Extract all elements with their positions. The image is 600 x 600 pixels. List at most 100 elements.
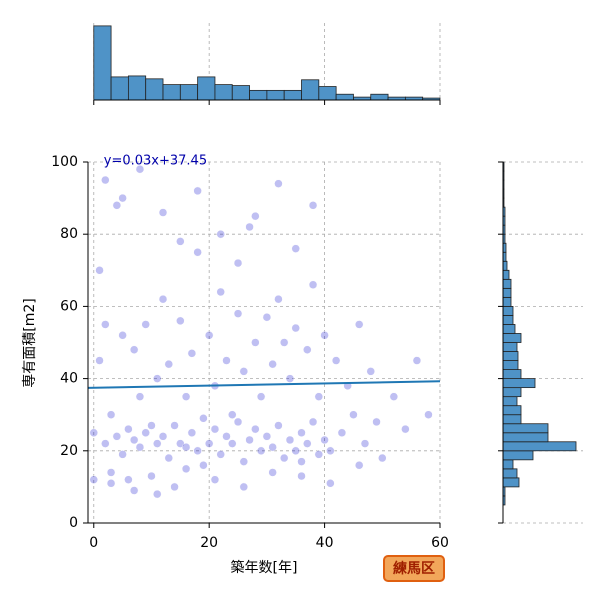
histogram-bar xyxy=(502,342,518,352)
histogram-bar xyxy=(502,360,519,370)
scatter-point xyxy=(158,208,168,217)
scatter-point xyxy=(297,471,306,481)
scatter-point xyxy=(228,410,237,419)
scatter-point xyxy=(308,417,318,427)
scatter-point xyxy=(245,435,254,445)
scatter-point xyxy=(164,453,174,463)
scatter-point xyxy=(193,446,202,456)
scatter-point xyxy=(199,460,208,470)
scatter-point xyxy=(256,392,266,401)
scatter-point xyxy=(216,450,225,459)
scatter-point xyxy=(141,428,150,437)
scatter-point xyxy=(360,439,370,448)
scatter-point xyxy=(181,392,191,401)
scatter-point xyxy=(135,442,145,452)
scatter-point xyxy=(291,323,300,333)
histogram-bar xyxy=(502,378,536,389)
scatter-point xyxy=(268,442,277,452)
x-tick-label: 20 xyxy=(200,535,218,551)
scatter-point xyxy=(251,211,260,221)
scatter-point xyxy=(354,320,364,329)
scatter-point xyxy=(239,367,249,376)
scatter-point xyxy=(199,414,208,423)
histogram-bar xyxy=(214,84,233,101)
scatter-point xyxy=(279,453,289,463)
scatter-point xyxy=(204,439,214,448)
scatter-point xyxy=(366,367,376,376)
histogram-bar xyxy=(370,93,389,101)
histogram-bar xyxy=(502,432,549,443)
scatter-point xyxy=(193,186,202,196)
scatter-point xyxy=(187,428,197,437)
scatter-point xyxy=(216,287,225,297)
scatter-point xyxy=(297,428,306,437)
scatter-point xyxy=(233,309,243,318)
scatter-point xyxy=(378,453,387,463)
scatter-point xyxy=(187,349,197,358)
scatter-point xyxy=(291,446,300,456)
scatter-point xyxy=(147,471,156,481)
scatter-point xyxy=(222,356,231,365)
regression-line xyxy=(87,380,441,389)
scatter-point xyxy=(349,410,358,419)
histogram-bar xyxy=(335,93,354,101)
scatter-point xyxy=(256,446,266,456)
histogram-bar xyxy=(502,423,549,434)
histogram-bar xyxy=(502,351,519,361)
histogram-bar xyxy=(231,85,250,101)
annotation: 練馬区 xyxy=(393,560,435,577)
scatter-point xyxy=(95,356,104,365)
scatter-point xyxy=(176,316,185,326)
scatter-point xyxy=(101,439,110,448)
scatter-point xyxy=(285,374,295,383)
scatter-point xyxy=(181,464,191,474)
scatter-point xyxy=(152,439,162,448)
histogram-bar xyxy=(502,387,522,398)
scatter-point xyxy=(170,482,179,492)
scatter-point xyxy=(251,338,260,347)
histogram-bar xyxy=(318,86,337,101)
y-tick-label: 40 xyxy=(60,371,78,387)
scatter-point xyxy=(228,439,237,448)
scatter-point xyxy=(303,439,312,448)
scatter-point xyxy=(152,374,162,383)
histogram-bar xyxy=(502,405,522,416)
scatter-point xyxy=(326,479,335,488)
scatter-point xyxy=(118,193,127,203)
y-tick-label: 20 xyxy=(60,443,78,459)
scatter-point xyxy=(274,421,283,430)
scatter-point xyxy=(279,338,289,347)
scatter-point xyxy=(101,320,110,329)
scatter-point xyxy=(176,237,185,246)
scatter-point xyxy=(152,489,162,499)
histogram-bar xyxy=(283,89,302,101)
histogram-bar xyxy=(502,296,512,307)
scatter-point xyxy=(320,331,329,340)
scatter-point xyxy=(124,475,133,484)
histogram-bar xyxy=(145,78,164,101)
scatter-point xyxy=(285,435,295,445)
histogram-bar xyxy=(502,414,522,425)
y-tick-label: 100 xyxy=(51,154,78,170)
histogram-bar xyxy=(502,278,512,289)
scatter-point xyxy=(262,312,272,322)
y-tick-label: 80 xyxy=(60,226,78,242)
histogram-bar xyxy=(110,76,129,101)
x-axis-label: 築年数[年] xyxy=(231,560,298,576)
scatter-point xyxy=(89,428,99,437)
scatter-point xyxy=(135,164,145,174)
scatter-point xyxy=(268,468,277,477)
scatter-point xyxy=(274,294,283,304)
scatter-point xyxy=(135,392,145,401)
histogram-bar xyxy=(127,75,147,101)
scatter-point xyxy=(424,410,433,419)
histogram-bar xyxy=(502,324,516,334)
scatter-point xyxy=(106,468,116,477)
scatter-point xyxy=(233,258,243,268)
scatter-point xyxy=(216,229,225,239)
scatter-point xyxy=(95,266,104,275)
scatter-point xyxy=(297,457,306,466)
scatter-point xyxy=(303,345,312,354)
